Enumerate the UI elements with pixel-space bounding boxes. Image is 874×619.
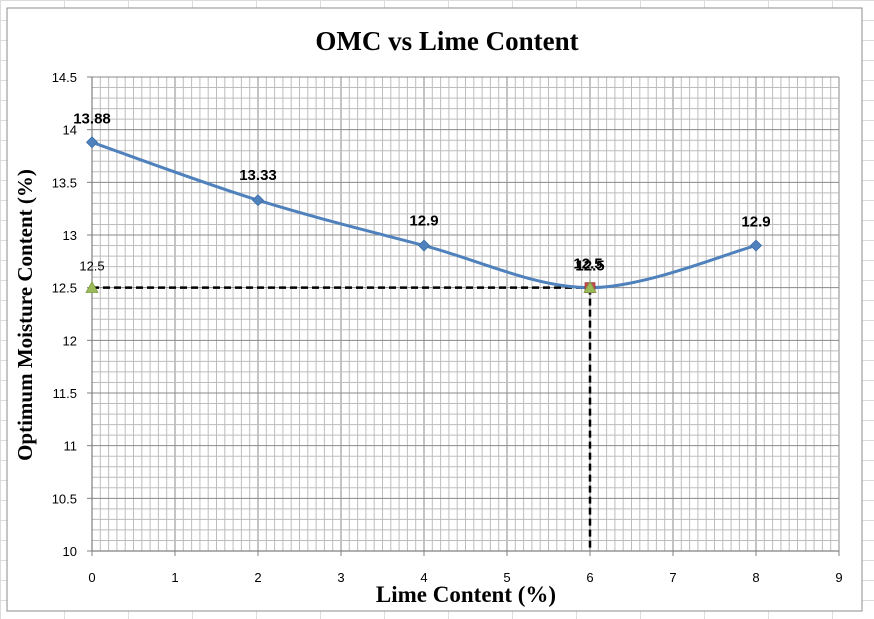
data-label: 13.88	[73, 110, 111, 127]
y-tick-label: 13	[63, 228, 77, 243]
reference-data-label: 12.5	[575, 258, 604, 275]
x-tick-label: 8	[752, 570, 759, 585]
y-tick-label: 12.5	[52, 281, 77, 296]
x-tick-label: 1	[171, 570, 178, 585]
data-label: 12.9	[409, 213, 438, 230]
data-point-marker	[749, 239, 763, 252]
x-tick-label: 2	[254, 570, 261, 585]
x-tick-labels: 0 1 2 3 4 5 6 7 8 9	[88, 551, 843, 585]
y-tick-label: 13.5	[52, 175, 77, 190]
y-axis-label: Optimum Moisture Content (%)	[13, 169, 37, 461]
reference-lines	[92, 286, 592, 551]
y-tick-label: 11	[64, 439, 78, 454]
y-tick-label: 12	[63, 333, 77, 348]
x-tick-label: 5	[503, 570, 510, 585]
x-tick-label: 6	[586, 570, 593, 585]
data-point-marker	[251, 194, 265, 207]
x-tick-label: 0	[88, 570, 95, 585]
x-axis-label: Lime Content (%)	[376, 582, 556, 607]
data-label: 12.9	[741, 214, 770, 231]
chart-title: OMC vs Lime Content	[315, 26, 578, 56]
reference-data-label: 12.5	[79, 259, 104, 274]
y-tick-label: 11.5	[53, 386, 77, 401]
reference-marker-triangle	[583, 280, 597, 293]
x-tick-label: 9	[835, 570, 842, 585]
data-markers	[85, 136, 763, 294]
x-tick-label: 3	[337, 570, 344, 585]
data-label: 13.33	[239, 167, 277, 184]
data-label: 12.5	[573, 256, 602, 273]
x-tick-label: 7	[669, 570, 676, 585]
reference-marker-triangle	[85, 280, 99, 293]
y-tick-label: 14	[63, 123, 77, 138]
y-tick-labels: 10 10.5 11 11.5 12 12.5 13 13.5 14 14.5	[52, 70, 92, 559]
y-tick-label: 10.5	[52, 491, 77, 506]
y-tick-label: 10	[63, 544, 77, 559]
y-tick-label: 14.5	[52, 70, 77, 85]
axes	[91, 77, 839, 552]
x-tick-label: 4	[420, 570, 427, 585]
data-point-marker	[85, 136, 99, 149]
data-point-marker	[417, 239, 431, 252]
